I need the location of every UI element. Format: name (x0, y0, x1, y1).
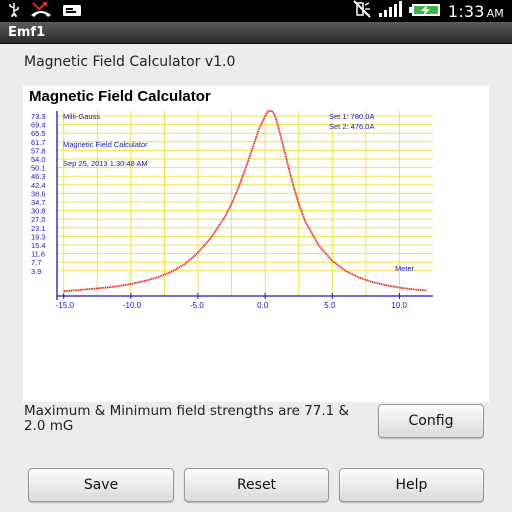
set1-label: Set 1: 780.0A (329, 112, 374, 121)
x-tick-label: 0.0 (257, 301, 269, 310)
y-tick-label: 69.4 (31, 121, 46, 130)
field-strength-summary: Maximum & Minimum field strengths are 77… (24, 403, 350, 434)
y-tick-label: 73.3 (31, 112, 46, 121)
help-button[interactable]: Help (339, 468, 484, 502)
save-button[interactable]: Save (28, 468, 174, 502)
silent-icon (353, 0, 371, 22)
x-tick-label: 10.0 (391, 301, 407, 310)
y-tick-label: 15.4 (31, 241, 46, 250)
reset-button[interactable]: Reset (184, 468, 329, 502)
y-tick-label: 46.3 (31, 172, 46, 181)
x-tick-label: -10.0 (123, 301, 142, 310)
y-axis-label: Milli-Gauss (63, 112, 100, 121)
missed-call-icon (30, 1, 52, 21)
app-title: Emf1 (8, 25, 46, 40)
chart-title: Magnetic Field Calculator (29, 88, 211, 105)
y-tick-label: 42.4 (31, 181, 46, 190)
y-tick-label: 38.6 (31, 189, 46, 198)
page-title: Magnetic Field Calculator v1.0 (24, 54, 236, 70)
y-tick-label: 34.7 (31, 198, 46, 207)
x-tick-label: -5.0 (190, 301, 204, 310)
y-tick-label: 30.8 (31, 207, 46, 216)
battery-icon (408, 2, 441, 21)
chart-date: Sep 25, 2013 1:30:48 AM (63, 159, 148, 168)
usb-icon (8, 2, 20, 21)
y-tick-label: 23.1 (31, 224, 46, 233)
y-tick-label: 3.9 (31, 267, 41, 276)
signal-icon (378, 1, 402, 21)
config-button[interactable]: Config (378, 404, 484, 438)
chart-subtitle: Magnetic Field Calculator (63, 140, 148, 149)
y-tick-label: 65.5 (31, 129, 46, 138)
y-tick-label: 54.0 (31, 155, 46, 164)
magnetic-field-chart: Magnetic Field Calculator 73.369.465.561… (29, 88, 433, 310)
clock-time: 1:33 AM (447, 1, 504, 21)
x-tick-label: -15.0 (56, 301, 75, 310)
y-tick-label: 11.6 (31, 250, 45, 259)
status-bar: 1:33 AM (0, 0, 512, 22)
message-icon (62, 2, 82, 21)
y-tick-label: 57.8 (31, 146, 46, 155)
y-tick-label: 7.7 (31, 258, 41, 267)
title-bar: Emf1 (0, 22, 512, 44)
y-tick-label: 50.1 (31, 164, 46, 173)
y-tick-label: 27.0 (31, 215, 46, 224)
x-tick-label: 5.0 (324, 301, 336, 310)
series-line (63, 110, 427, 293)
set2-label: Set 2: 476.0A (329, 122, 374, 131)
y-tick-label: 19.3 (31, 232, 46, 241)
x-axis-label: Meter (395, 264, 415, 273)
chart-panel: Magnetic Field Calculator 73.3 69.4 65.5 61… (23, 86, 489, 402)
y-tick-label: 61.7 (31, 138, 46, 147)
